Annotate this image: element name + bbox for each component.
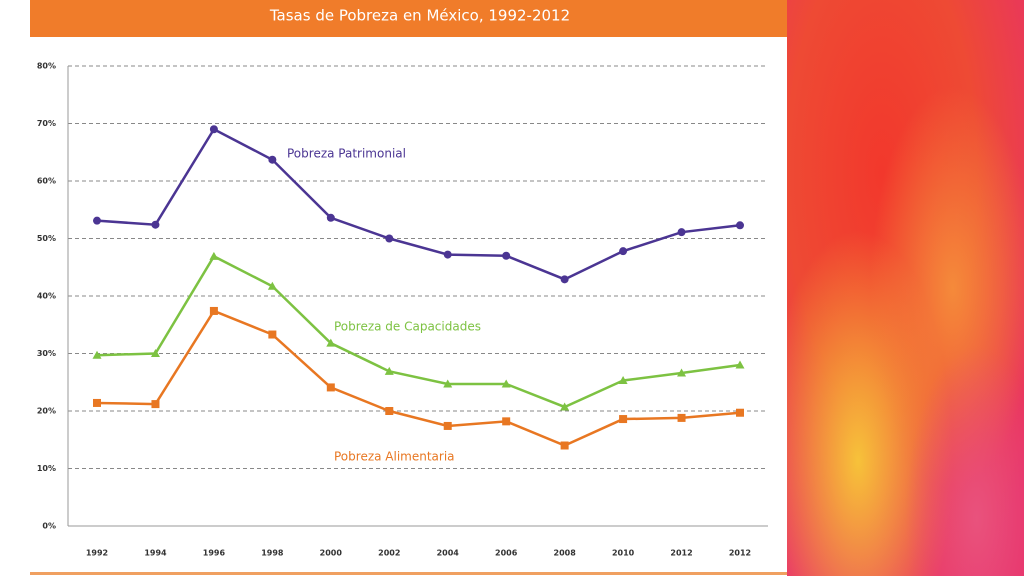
- x-tick-label: 2004: [437, 549, 460, 558]
- point: [677, 413, 686, 422]
- y-tick-label: 50%: [37, 234, 56, 243]
- point: [677, 368, 687, 377]
- point: [209, 306, 218, 315]
- y-tick-label: 70%: [37, 119, 56, 128]
- point: [267, 281, 277, 290]
- x-tick-label: 2010: [612, 549, 635, 558]
- y-tick-label: 30%: [37, 349, 56, 358]
- point: [326, 338, 336, 347]
- point: [443, 421, 452, 430]
- point: [93, 398, 101, 407]
- y-tick-label: 40%: [37, 292, 56, 301]
- point: [677, 228, 686, 237]
- point: [443, 379, 453, 388]
- point: [560, 275, 569, 284]
- point: [502, 251, 511, 260]
- x-tick-label: 2002: [378, 549, 400, 558]
- point: [151, 220, 160, 229]
- series-label: Pobreza Alimentaria: [334, 450, 455, 464]
- x-tick-label: 2012: [670, 549, 692, 558]
- point: [560, 441, 569, 450]
- x-tick-label: 2008: [554, 549, 577, 558]
- x-tick-label: 2012: [729, 549, 751, 558]
- point: [384, 366, 394, 375]
- x-tick-label: 2000: [320, 549, 343, 558]
- point: [151, 400, 160, 409]
- bottom-border: [30, 572, 787, 575]
- x-tick-label: 2006: [495, 549, 518, 558]
- y-tick-label: 10%: [37, 464, 56, 473]
- point: [326, 213, 335, 222]
- point: [268, 330, 277, 339]
- chart-title: Tasas de Pobreza en México, 1992-2012: [269, 7, 570, 25]
- x-tick-label: 1998: [261, 549, 284, 558]
- background-texture: [787, 0, 1024, 576]
- point: [385, 234, 394, 243]
- point: [92, 350, 102, 359]
- point: [619, 415, 628, 424]
- point: [209, 251, 219, 260]
- x-tick-label: 1994: [144, 549, 167, 558]
- point: [618, 376, 628, 385]
- point: [560, 402, 570, 411]
- series-label: Pobreza Patrimonial: [287, 147, 406, 161]
- point: [326, 383, 335, 392]
- point: [268, 155, 277, 164]
- series-line: [96, 254, 741, 409]
- point: [443, 250, 452, 259]
- x-tick-label: 1992: [86, 549, 108, 558]
- point: [385, 407, 394, 415]
- x-tick-label: 1996: [203, 549, 226, 558]
- point: [501, 379, 511, 388]
- y-tick-label: 20%: [37, 407, 56, 416]
- series-label: Pobreza de Capacidades: [334, 320, 481, 334]
- point: [502, 417, 511, 426]
- series-line: [96, 127, 741, 281]
- point: [209, 125, 218, 134]
- y-tick-label: 0%: [42, 522, 56, 531]
- series-line: [96, 309, 741, 447]
- point: [736, 408, 744, 417]
- y-tick-label: 80%: [37, 62, 56, 71]
- point: [619, 247, 628, 256]
- title-bar: [30, 0, 787, 37]
- y-tick-label: 60%: [37, 177, 56, 186]
- point: [150, 349, 160, 357]
- point: [736, 221, 744, 230]
- point: [93, 216, 101, 225]
- point: [735, 360, 745, 369]
